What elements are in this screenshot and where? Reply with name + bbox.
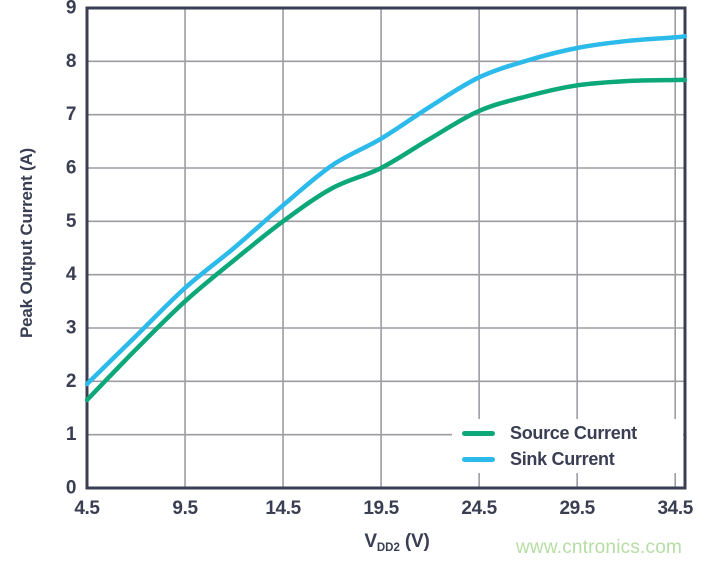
x-tick-label: 9.5 bbox=[172, 498, 198, 519]
y-tick-label: 3 bbox=[66, 318, 76, 339]
x-axis-title: VDD2 (V) bbox=[0, 531, 709, 554]
x-tick-label: 19.5 bbox=[363, 498, 399, 519]
watermark-text: www.cntronics.com bbox=[516, 537, 682, 558]
legend-item-source-current: Source Current bbox=[452, 422, 683, 445]
x-axis-title-main: V bbox=[364, 531, 377, 552]
y-tick-label: 6 bbox=[66, 158, 76, 179]
y-axis-title-text: Peak Output Current (A) bbox=[17, 148, 36, 338]
legend-label-sink: Sink Current bbox=[510, 448, 615, 469]
x-tick-label: 29.5 bbox=[559, 498, 595, 519]
sink-current-swatch-icon bbox=[462, 456, 495, 462]
axis-frame bbox=[85, 6, 687, 490]
y-tick-label: 0 bbox=[66, 478, 76, 499]
source-current-curve bbox=[85, 77, 687, 403]
x-axis-title-unit: (V) bbox=[399, 531, 430, 552]
x-tick-label: 24.5 bbox=[461, 498, 497, 519]
y-tick-label: 4 bbox=[66, 264, 77, 285]
y-tick-label: 9 bbox=[66, 0, 76, 19]
legend-label-source: Source Current bbox=[510, 422, 637, 443]
legend: Source Current Sink Current bbox=[452, 419, 683, 473]
source-current-swatch-icon bbox=[462, 430, 495, 436]
x-tick-label: 4.5 bbox=[74, 498, 100, 519]
x-axis-title-subscript: DD2 bbox=[376, 542, 400, 554]
y-tick-label: 7 bbox=[66, 104, 76, 125]
y-tick-label: 1 bbox=[66, 424, 77, 445]
y-tick-label: 2 bbox=[66, 371, 76, 392]
y-tick-label: 5 bbox=[66, 211, 77, 232]
legend-item-sink-current: Sink Current bbox=[452, 448, 683, 471]
x-tick-label: 34.5 bbox=[658, 498, 694, 519]
x-tick-label: 14.5 bbox=[265, 498, 301, 519]
sink-current-curve bbox=[85, 34, 687, 387]
y-tick-label: 8 bbox=[66, 51, 76, 72]
